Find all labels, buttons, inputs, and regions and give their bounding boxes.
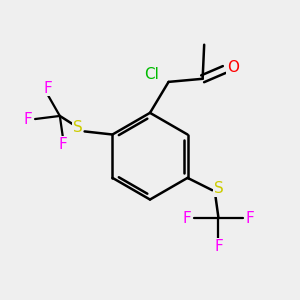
Text: S: S — [214, 181, 224, 196]
Text: O: O — [227, 61, 239, 76]
Text: F: F — [43, 81, 52, 96]
Text: S: S — [73, 120, 83, 135]
Text: F: F — [182, 211, 191, 226]
Text: Cl: Cl — [144, 67, 159, 82]
Text: F: F — [246, 211, 254, 226]
Text: F: F — [24, 112, 33, 127]
Text: F: F — [58, 137, 67, 152]
Text: F: F — [214, 239, 223, 254]
